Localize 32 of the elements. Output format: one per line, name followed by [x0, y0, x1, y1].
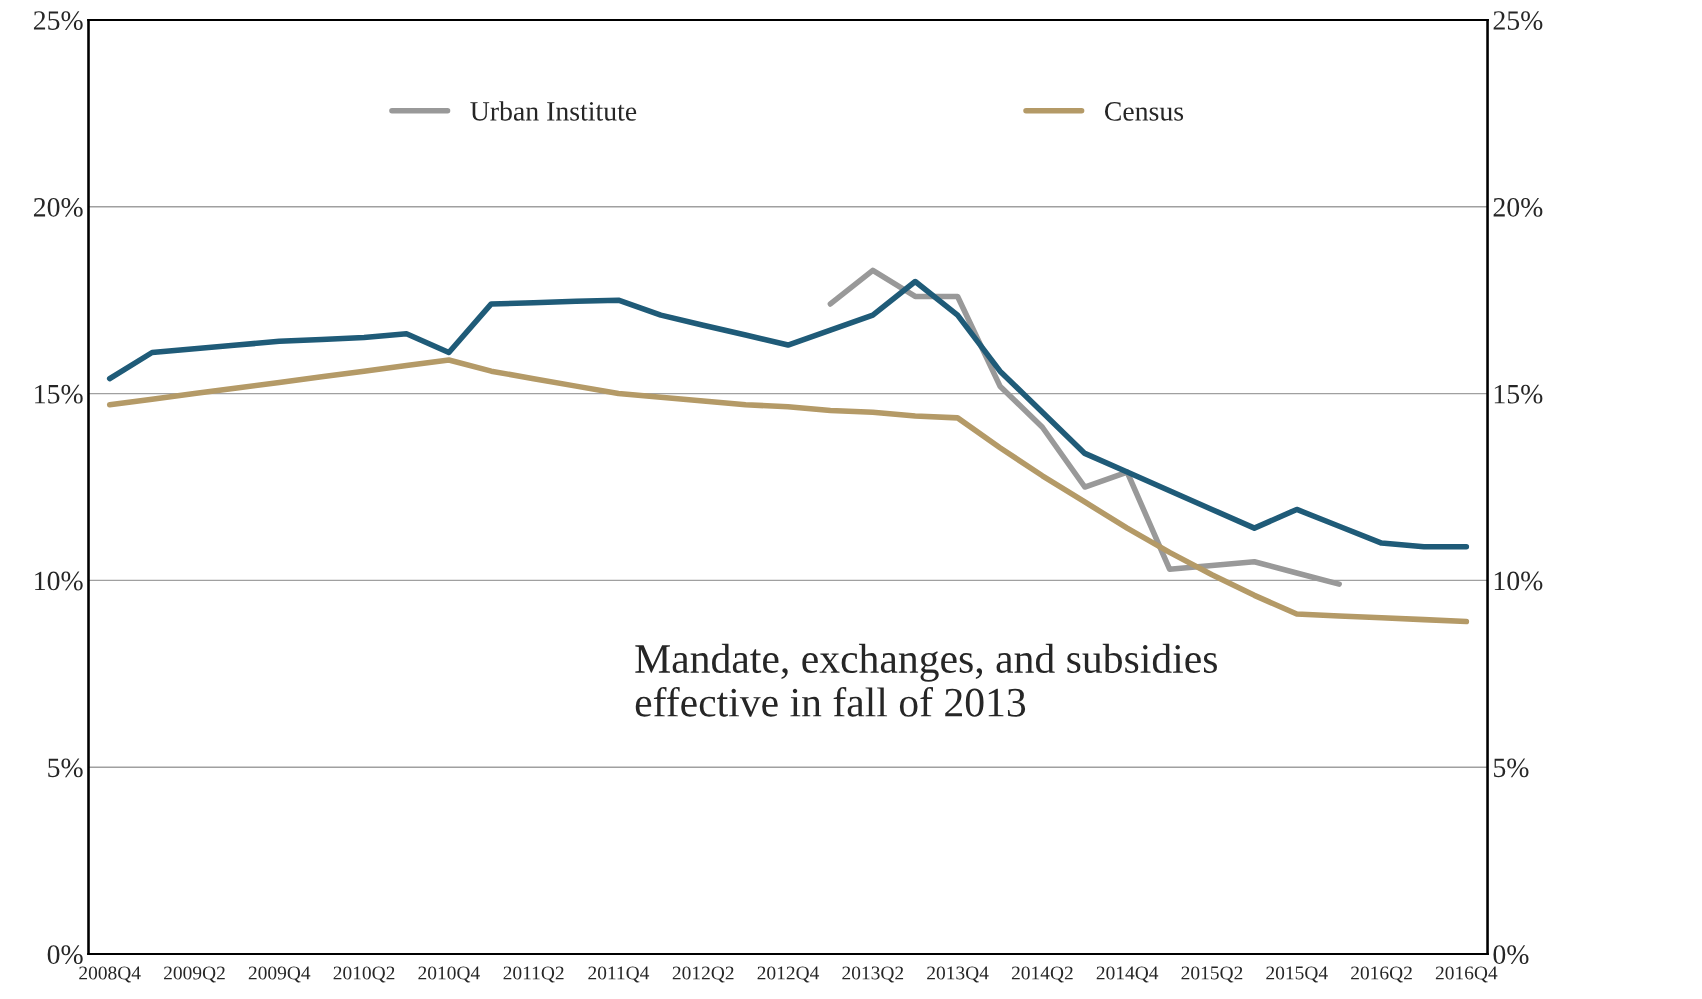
- legend-label: Census: [1104, 102, 1184, 121]
- x-tick-label: 2010Q4: [418, 966, 480, 983]
- y2-tick-label: 10%: [1494, 571, 1543, 591]
- y-tick-label: 25%: [33, 11, 83, 30]
- legend-label: Urban Institute: [470, 101, 637, 121]
- x-tick-label: 2010Q2: [333, 966, 395, 983]
- y2-tick-label: 20%: [1493, 197, 1543, 217]
- x-tick-label: 2009Q4: [248, 966, 311, 983]
- x-tick-label: 2016Q2: [1351, 966, 1412, 983]
- x-tick-label: 2016Q4: [1435, 966, 1498, 983]
- y2-tick-label: 0%: [1493, 945, 1529, 965]
- y-tick-label: 15%: [35, 384, 83, 404]
- x-tick-label: 2012Q4: [757, 966, 820, 983]
- x-tick-label: 2013Q4: [927, 966, 989, 983]
- y2-tick-label: 15%: [1494, 384, 1543, 404]
- y-tick-label: 20%: [33, 197, 83, 217]
- x-tick-label: 2011Q2: [503, 966, 564, 983]
- y2-tick-label: 25%: [1493, 11, 1543, 30]
- x-tick-label: 2012Q2: [672, 966, 734, 983]
- y-tick-label: 5%: [48, 758, 83, 778]
- x-tick-label: 2015Q2: [1181, 966, 1243, 983]
- y2-tick-label: 5%: [1494, 758, 1529, 778]
- y-tick-label: 10%: [35, 571, 83, 591]
- y-tick-label: 0%: [47, 945, 83, 965]
- x-tick-label: 2015Q4: [1266, 966, 1328, 983]
- x-tick-label: 2013Q2: [842, 966, 904, 983]
- x-tick-label: 2011Q4: [588, 966, 650, 983]
- x-tick-label: 2014Q2: [1011, 966, 1073, 983]
- x-tick-label: 2008Q4: [79, 966, 141, 983]
- annotation: Mandate, exchanges, and subsidies effective in fall of 2013: [635, 643, 1217, 717]
- x-tick-label: 2009Q2: [164, 966, 225, 983]
- x-tick-label: 2014Q4: [1096, 966, 1159, 983]
